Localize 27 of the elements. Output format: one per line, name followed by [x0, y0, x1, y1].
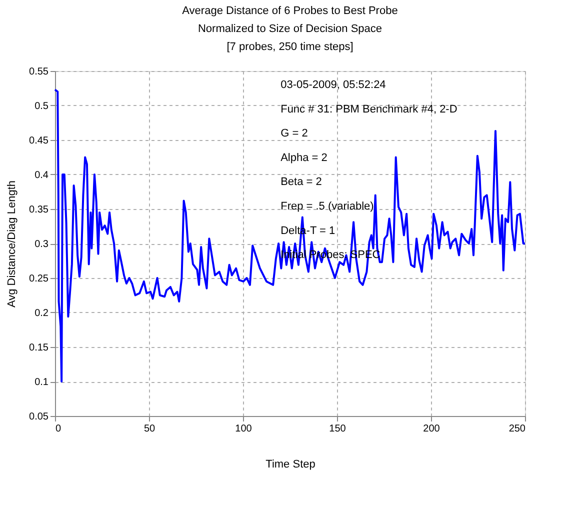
annotation: Beta = 2	[280, 176, 322, 188]
annotation: Alpha = 2	[280, 152, 328, 164]
y-tick-label: 0.25	[29, 274, 49, 284]
y-tick-label: 0.5	[34, 101, 49, 112]
x-tick-label: 250	[508, 424, 526, 434]
y-tick-label: 0.55	[29, 66, 49, 78]
y-tick-label: 0.05	[29, 412, 49, 422]
y-tick-label: 0.35	[29, 204, 49, 216]
annotation: 03-05-2009, 05:52:24	[280, 79, 386, 91]
x-tick-label: 100	[235, 424, 252, 434]
line-series	[54, 88, 526, 382]
annotation: Frep = .5 (variable)	[280, 200, 374, 212]
x-tick-label: 150	[329, 424, 346, 434]
y-tick-label: 0.1	[34, 377, 49, 388]
annotation: Func # 31: PBM Benchmark #4, 2-D	[280, 103, 458, 116]
annotation: G = 2	[280, 128, 308, 140]
y-tick-label: 0.4	[34, 170, 49, 181]
x-tick-label: 50	[144, 424, 156, 434]
y-tick-label: 0.15	[29, 342, 49, 354]
x-tick-label: 0	[56, 424, 62, 434]
x-tick-label: 200	[423, 424, 440, 434]
chart-title: Average Distance of 6 Probes to Best Probe Normalized to Size of Decision Space [7 probes, 250 time steps]	[182, 5, 398, 53]
y-tick-label: 0.2	[34, 308, 49, 319]
y-tick-label: 0.45	[29, 136, 49, 146]
y-axis-title: Avg Distance/Diag Length	[6, 180, 18, 308]
y-tick-label: 0.3	[34, 239, 49, 250]
x-axis-title: Time Step	[266, 458, 316, 470]
